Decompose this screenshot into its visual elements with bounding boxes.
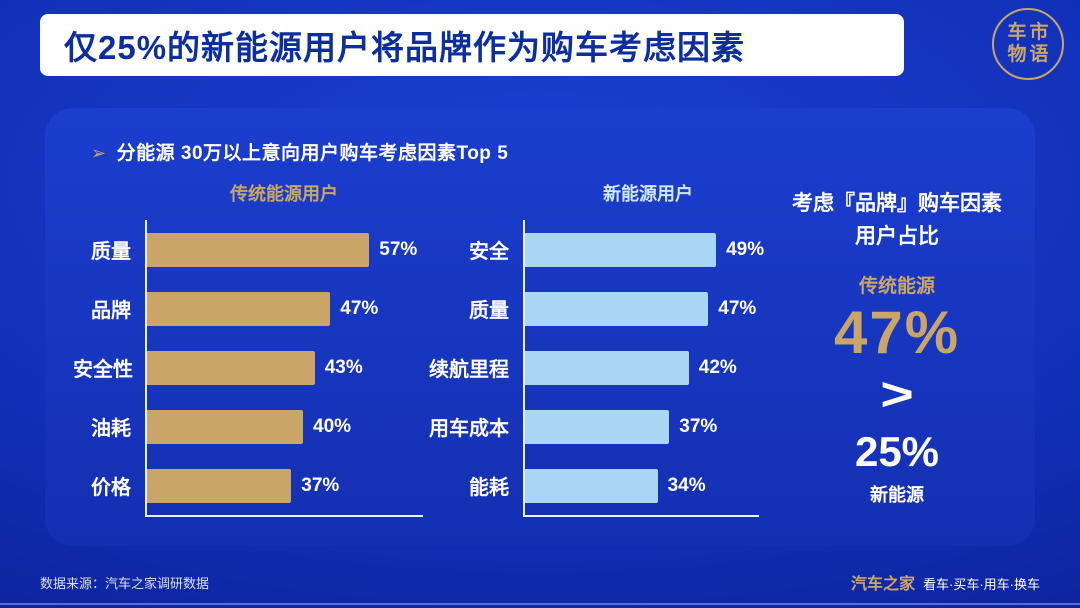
bar-row: 安全 49%	[423, 220, 773, 279]
bar	[147, 350, 315, 385]
category-label: 油耗	[91, 418, 131, 440]
traditional-energy-value: 47%	[833, 299, 961, 367]
category-label: 安全性	[73, 359, 133, 381]
highlight-heading-line2: 用户占比	[855, 224, 939, 248]
bar-cell: 42%	[523, 338, 773, 397]
bar	[525, 291, 709, 326]
bar	[147, 468, 292, 503]
category-label: 质量	[469, 300, 509, 322]
category-label: 能耗	[469, 477, 509, 499]
bar-cell: 43%	[145, 338, 423, 397]
page-title: 仅25%的新能源用户将品牌作为购车考虑因素	[64, 29, 746, 66]
chart-subtitle: ➢ 分能源 30万以上意向用户购车考虑因素Top 5	[91, 138, 508, 165]
bar	[525, 350, 689, 385]
bar-row: 价格 37%	[73, 456, 423, 515]
value-label: 37%	[301, 474, 340, 496]
bar-row: 安全性 43%	[73, 338, 423, 397]
footer-brand: 汽车之家 看车·买车·用车·换车	[851, 570, 1040, 594]
value-label: 40%	[313, 415, 352, 437]
new-energy-label: 新能源	[870, 484, 924, 505]
category-label: 续航里程	[429, 359, 509, 381]
category-label: 质量	[91, 241, 131, 263]
value-label: 57%	[379, 238, 418, 260]
chart-new-energy: 新能源用户 安全 49% 质量 47% 续航里程 42% 用车成本 37% 能耗 34%	[423, 180, 773, 517]
plot-area-traditional: 质量 57% 品牌 47% 安全性 43% 油耗 40% 价格 37%	[73, 220, 423, 517]
bar	[525, 409, 670, 444]
new-energy-value: 25%	[854, 428, 940, 476]
chart-traditional-energy: 传统能源用户 质量 57% 品牌 47% 安全性 43% 油耗 40% 价格 37%	[73, 180, 423, 517]
brand-tagline: 看车·买车·用车·换车	[923, 577, 1040, 592]
chart-title-traditional: 传统能源用户	[230, 184, 338, 204]
bar-cell: 37%	[145, 456, 423, 515]
charts-row: 传统能源用户 质量 57% 品牌 47% 安全性 43% 油耗 40% 价格 37% 新能源用户 …	[73, 180, 1021, 517]
category-label: 用车成本	[429, 418, 509, 440]
title-bar: 仅25%的新能源用户将品牌作为购车考虑因素	[40, 14, 904, 76]
value-label: 37%	[679, 415, 718, 437]
bar-row: 质量 47%	[423, 279, 773, 338]
category-label: 品牌	[91, 300, 131, 322]
brand-seal-logo: 车市 物语	[992, 8, 1064, 80]
bar-cell: 57%	[145, 220, 423, 279]
brand-factor-highlight: 考虑『品牌』购车因素 用户占比 传统能源 47% > 25% 新能源	[773, 180, 1021, 517]
logo-text-line1: 车市	[1007, 22, 1052, 44]
value-label: 42%	[698, 356, 737, 378]
value-label: 34%	[667, 474, 706, 496]
bar-row: 质量 57%	[73, 220, 423, 279]
value-label: 47%	[718, 297, 757, 319]
bar-cell: 49%	[523, 220, 773, 279]
bar-row: 能耗 34%	[423, 456, 773, 515]
bar	[147, 232, 370, 267]
bar	[147, 291, 331, 326]
chart-card: ➢ 分能源 30万以上意向用户购车考虑因素Top 5 传统能源用户 质量 57% 品牌…	[45, 108, 1035, 546]
bar-row: 续航里程 42%	[423, 338, 773, 397]
bar	[525, 468, 658, 503]
brand-name: 汽车之家	[850, 576, 915, 593]
greater-than-symbol: >	[880, 368, 914, 421]
data-source-note: 数据来源：汽车之家调研数据	[40, 576, 210, 591]
bar-row: 品牌 47%	[73, 279, 423, 338]
value-label: 43%	[324, 356, 363, 378]
bar-cell: 47%	[145, 279, 423, 338]
arrow-bullet-icon: ➢	[91, 143, 107, 163]
bar	[525, 232, 717, 267]
value-label: 47%	[340, 297, 379, 319]
category-label: 价格	[91, 477, 131, 499]
bar-cell: 37%	[523, 397, 773, 456]
x-axis-line	[145, 515, 423, 517]
logo-text-line2: 物语	[1007, 44, 1052, 65]
bar-cell: 40%	[145, 397, 423, 456]
bar-row: 用车成本 37%	[423, 397, 773, 456]
chart-title-new-energy: 新能源用户	[603, 184, 693, 204]
value-label: 49%	[726, 238, 765, 260]
plot-area-new-energy: 安全 49% 质量 47% 续航里程 42% 用车成本 37% 能耗 34%	[423, 220, 773, 517]
x-axis-line	[523, 515, 759, 517]
traditional-energy-label: 传统能源	[858, 276, 935, 298]
highlight-heading-line1: 考虑『品牌』购车因素	[792, 192, 1002, 215]
bar-cell: 34%	[523, 456, 773, 515]
bar	[147, 409, 303, 444]
bar-cell: 47%	[523, 279, 773, 338]
subtitle-text: 分能源 30万以上意向用户购车考虑因素Top 5	[116, 143, 509, 164]
bottom-divider	[0, 603, 1080, 605]
category-label: 安全	[469, 241, 509, 263]
bar-row: 油耗 40%	[73, 397, 423, 456]
